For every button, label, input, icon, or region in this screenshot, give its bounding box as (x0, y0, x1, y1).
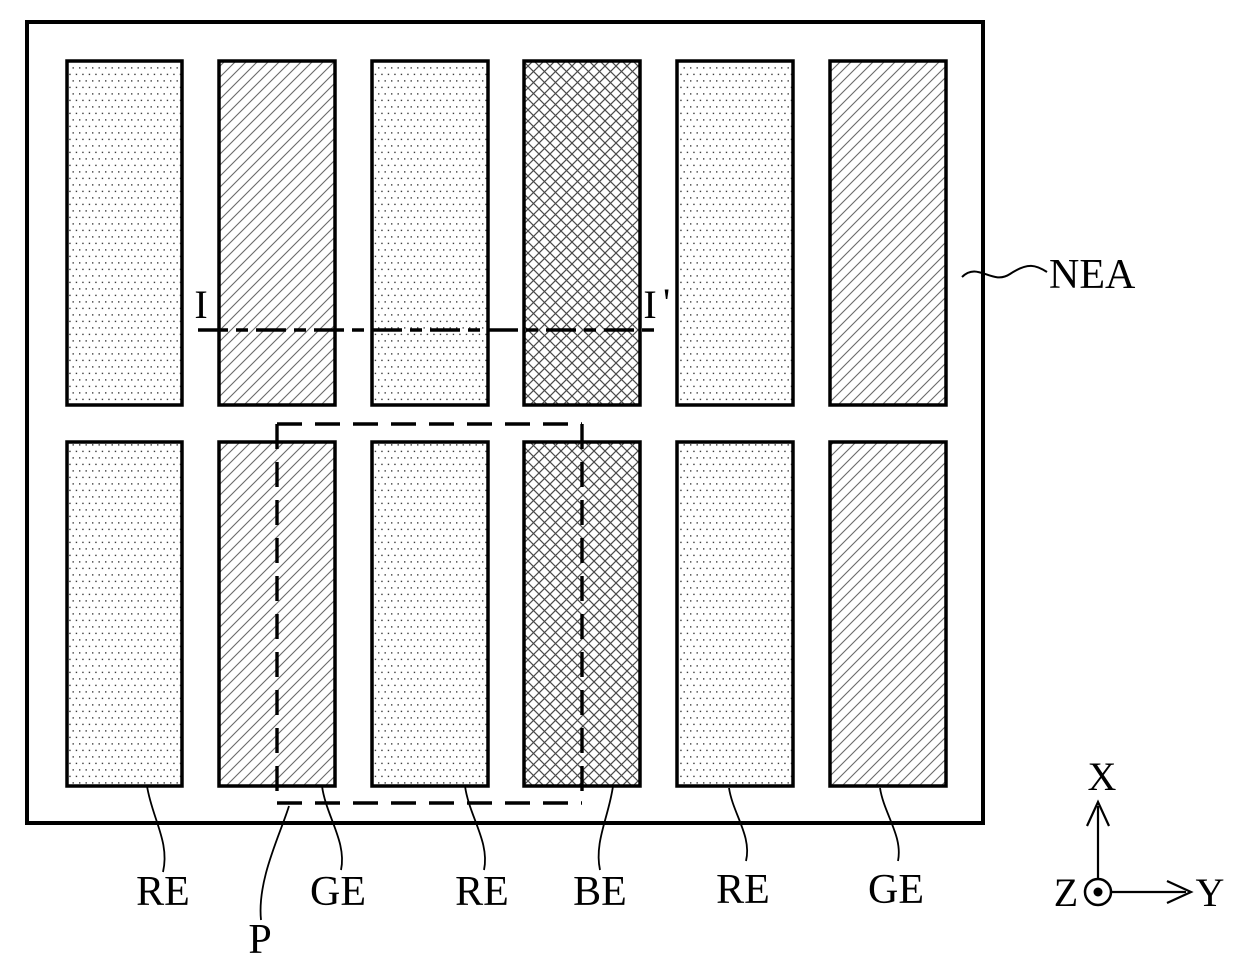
section-label-prime-mark: ' (663, 280, 670, 325)
axes-indicator: X Y Z (1054, 754, 1225, 915)
axis-z-label: Z (1054, 870, 1078, 915)
label-be: BE (573, 869, 627, 915)
section-label-i-prime: I (643, 282, 656, 327)
electrode-re-top-2 (370, 59, 490, 407)
electrode-ge-bottom-2 (828, 440, 948, 788)
electrode-row-top (65, 59, 948, 407)
leader-be (597, 785, 614, 871)
section-label-i: I (194, 282, 207, 327)
axis-y-arrowhead-icon (1166, 880, 1194, 904)
label-ge-1: GE (310, 869, 366, 915)
leader-ge-1 (321, 785, 343, 871)
label-p: P (248, 917, 271, 958)
electrode-ge-top-2 (828, 59, 948, 407)
leader-re-3 (728, 787, 748, 862)
nea-leader-line (961, 264, 1048, 279)
nea-boundary-outline (25, 20, 985, 825)
axis-x-arrowhead-icon (1086, 799, 1110, 827)
leader-re-2 (464, 785, 486, 871)
axis-y-label: Y (1196, 870, 1225, 915)
label-re-3: RE (716, 867, 770, 913)
leader-ge-2 (879, 787, 900, 862)
electrode-re-top-1 (65, 59, 184, 407)
electrode-re-bottom-3 (675, 440, 795, 788)
label-ge-2: GE (868, 867, 924, 913)
axis-x-label: X (1088, 754, 1117, 799)
electrode-row-bottom (65, 440, 948, 788)
label-re-1: RE (136, 869, 190, 915)
electrode-re-bottom-1 (65, 440, 184, 788)
pixel-dashed-box (275, 422, 584, 805)
leader-re-1 (146, 785, 166, 873)
nea-label: NEA (1049, 252, 1136, 298)
axis-z-dot-icon (1093, 887, 1103, 897)
label-re-2: RE (455, 869, 509, 915)
electrode-be-top-1 (522, 59, 642, 407)
leader-lines (146, 785, 900, 921)
electrode-ge-top-1 (217, 59, 337, 407)
electrode-re-top-3 (675, 59, 795, 407)
electrode-re-bottom-2 (370, 440, 490, 788)
leader-p (259, 805, 290, 921)
